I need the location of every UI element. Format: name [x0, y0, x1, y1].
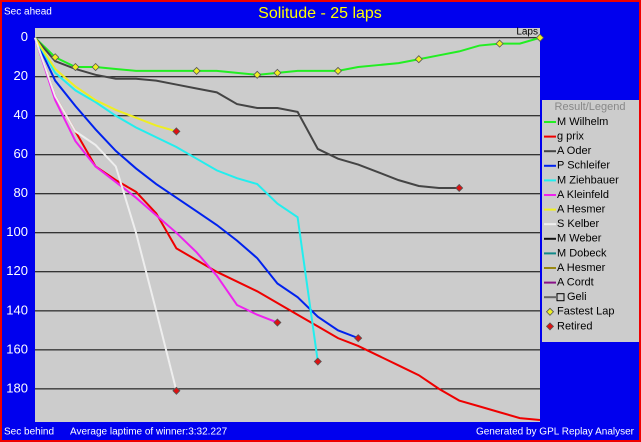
- marker-point: [495, 39, 504, 48]
- marker-point: [172, 127, 181, 136]
- legend-title: Result/Legend: [555, 101, 626, 113]
- series-line: [34, 37, 460, 189]
- legend-label: M Wilhelm: [557, 116, 608, 128]
- plot-area: [35, 28, 540, 422]
- legend-label: g prix: [557, 131, 584, 143]
- marker-point: [414, 55, 423, 64]
- chart-title: Solitude - 25 laps: [258, 5, 382, 22]
- legend-label: Fastest Lap: [557, 306, 614, 318]
- legend-marker: [545, 307, 555, 316]
- y-tick-label: 140: [6, 302, 28, 317]
- marker-point: [333, 66, 343, 75]
- legend-label: M Dobeck: [557, 247, 607, 259]
- y-tick-label: 160: [6, 341, 28, 356]
- marker-point: [91, 62, 100, 72]
- y-tick-label: 120: [6, 263, 28, 278]
- marker-point: [273, 68, 282, 77]
- series-line: [34, 37, 541, 422]
- y-top-label: Sec ahead: [4, 7, 52, 18]
- legend-label: M Ziehbauer: [557, 174, 619, 186]
- footer-left: Average laptime of winner:3:32.227: [70, 427, 228, 438]
- x-axis-label: Laps: [516, 27, 538, 38]
- marker-point: [313, 357, 322, 366]
- y-tick-label: 80: [14, 185, 28, 200]
- legend-marker: [545, 322, 555, 331]
- marker-point: [354, 334, 363, 343]
- series-line: [34, 37, 178, 392]
- legend-label: P Schleifer: [557, 160, 610, 172]
- legend-label: A Cordt: [557, 277, 594, 289]
- legend-box: [542, 100, 639, 342]
- y-bottom-label: Sec behind: [4, 427, 54, 438]
- series-line: [34, 37, 359, 340]
- marker-point: [455, 183, 464, 193]
- series-line: [34, 36, 541, 76]
- y-tick-label: 20: [14, 68, 28, 83]
- legend-label: A Kleinfeld: [557, 189, 609, 201]
- legend-label: A Hesmer: [557, 204, 606, 216]
- series-line: [34, 37, 278, 324]
- y-tick-label: 100: [6, 224, 28, 239]
- y-tick-label: 180: [6, 380, 28, 395]
- y-tick-label: 60: [14, 146, 28, 161]
- series-line: [34, 37, 177, 133]
- legend-label: A Hesmer: [557, 262, 606, 274]
- marker-point: [273, 318, 282, 327]
- legend-label: S Kelber: [557, 218, 600, 230]
- series-line: [34, 37, 319, 362]
- legend-box-marker: [556, 293, 565, 302]
- marker-point: [192, 66, 201, 75]
- legend-label: Retired: [557, 320, 592, 332]
- marker-point: [253, 70, 262, 79]
- legend-label: M Weber: [557, 233, 602, 245]
- marker-point: [71, 62, 80, 72]
- legend-label: A Oder: [557, 145, 592, 157]
- marker-point: [51, 53, 60, 62]
- footer-right: Generated by GPL Replay Analyser: [476, 427, 635, 438]
- legend-label: Geli: [567, 291, 587, 303]
- y-tick-label: 40: [14, 107, 28, 122]
- y-tick-label: 0: [21, 29, 28, 44]
- marker-point: [535, 33, 545, 42]
- marker-point: [172, 386, 181, 395]
